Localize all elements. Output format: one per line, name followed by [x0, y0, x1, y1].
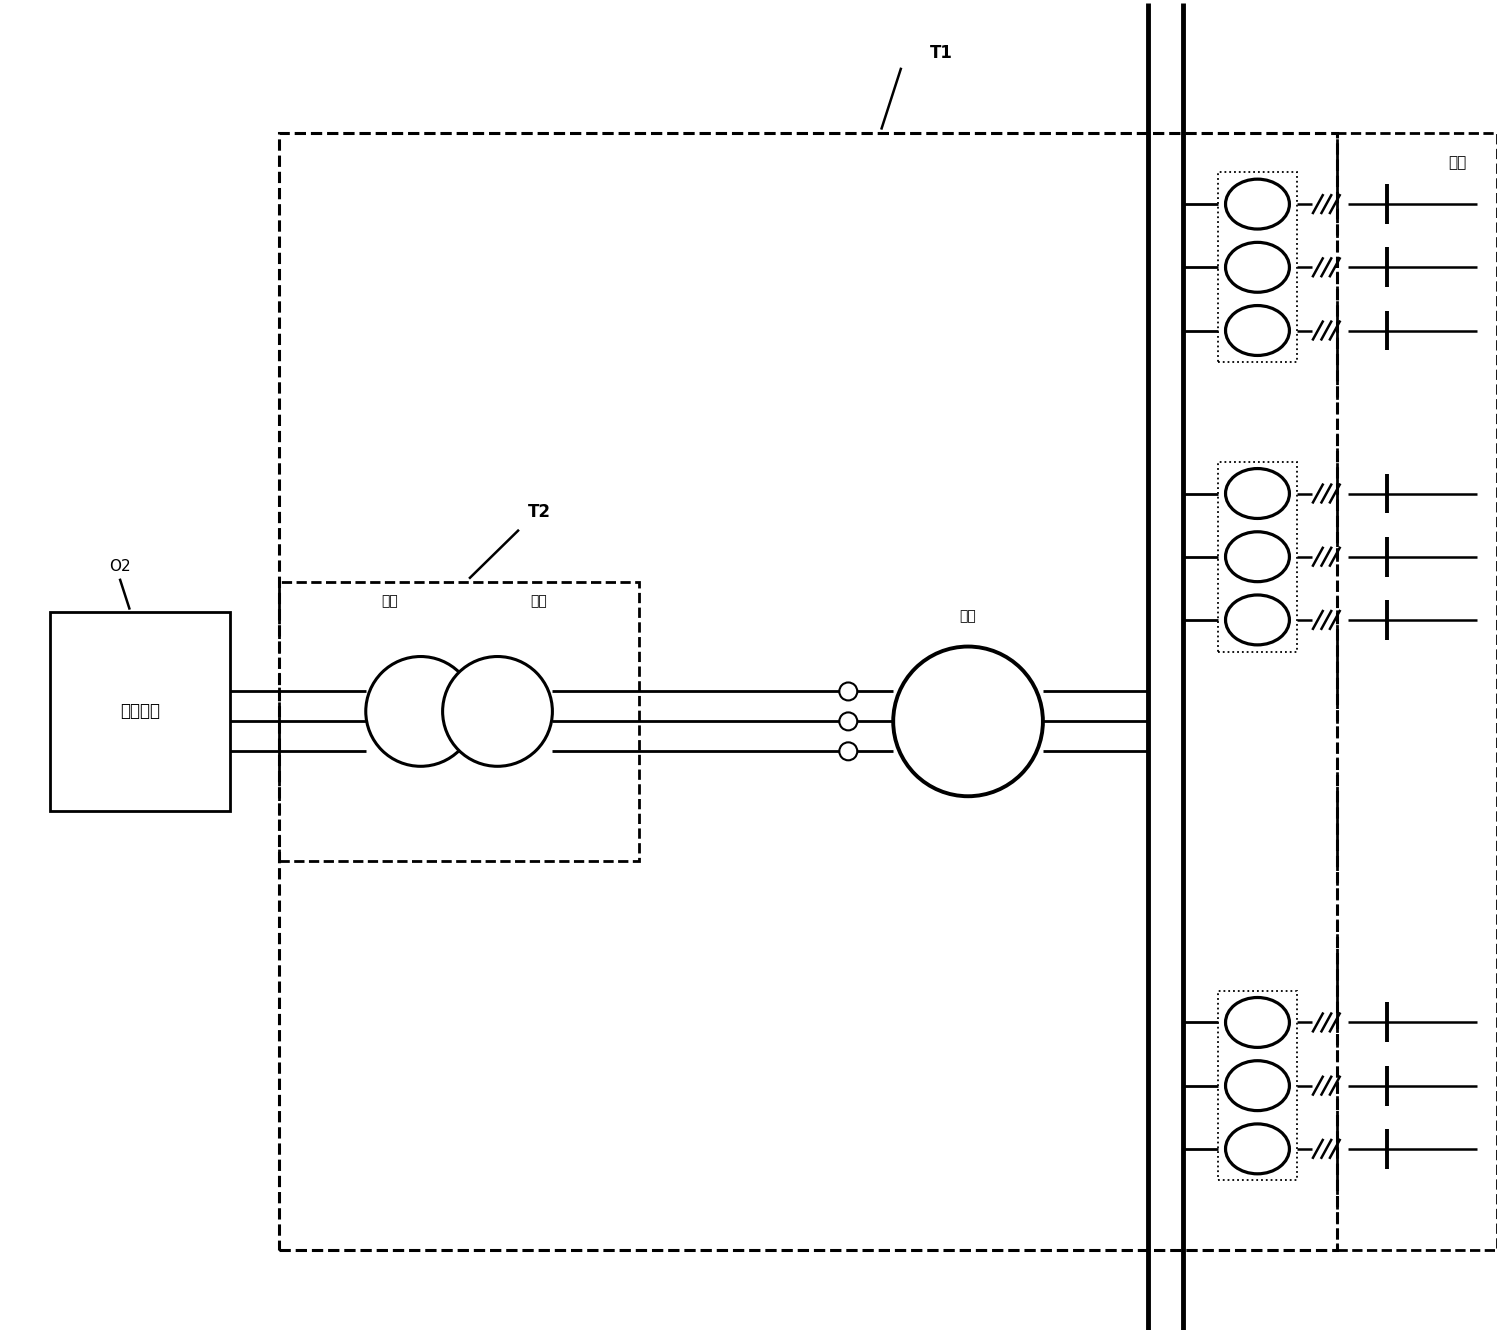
Text: T2: T2 [527, 503, 551, 521]
Text: 原边: 原边 [960, 609, 976, 624]
Text: O2: O2 [109, 560, 130, 575]
Ellipse shape [1226, 243, 1289, 292]
Text: 电源模块: 电源模块 [120, 702, 160, 720]
Circle shape [443, 657, 552, 766]
Bar [1217, 172, 1298, 363]
Bar [1217, 990, 1298, 1181]
Ellipse shape [1226, 595, 1289, 645]
Ellipse shape [1226, 997, 1289, 1048]
Ellipse shape [1226, 179, 1289, 229]
Ellipse shape [1226, 532, 1289, 581]
Circle shape [894, 647, 1043, 796]
Bar [1217, 463, 1298, 652]
Text: 副边: 副边 [530, 595, 548, 609]
Bar [49, 612, 229, 812]
Ellipse shape [1226, 1124, 1289, 1174]
Circle shape [365, 657, 476, 766]
Text: T1: T1 [930, 44, 952, 61]
Circle shape [840, 682, 858, 700]
Bar [1337, 132, 1497, 1250]
Text: 副边: 副边 [1448, 155, 1466, 171]
Text: 原边: 原边 [380, 595, 398, 609]
Bar [280, 581, 639, 861]
Ellipse shape [1226, 305, 1289, 356]
Circle shape [840, 742, 858, 760]
Ellipse shape [1226, 1061, 1289, 1110]
Ellipse shape [1226, 469, 1289, 519]
Bar [280, 132, 1337, 1250]
Circle shape [840, 712, 858, 730]
